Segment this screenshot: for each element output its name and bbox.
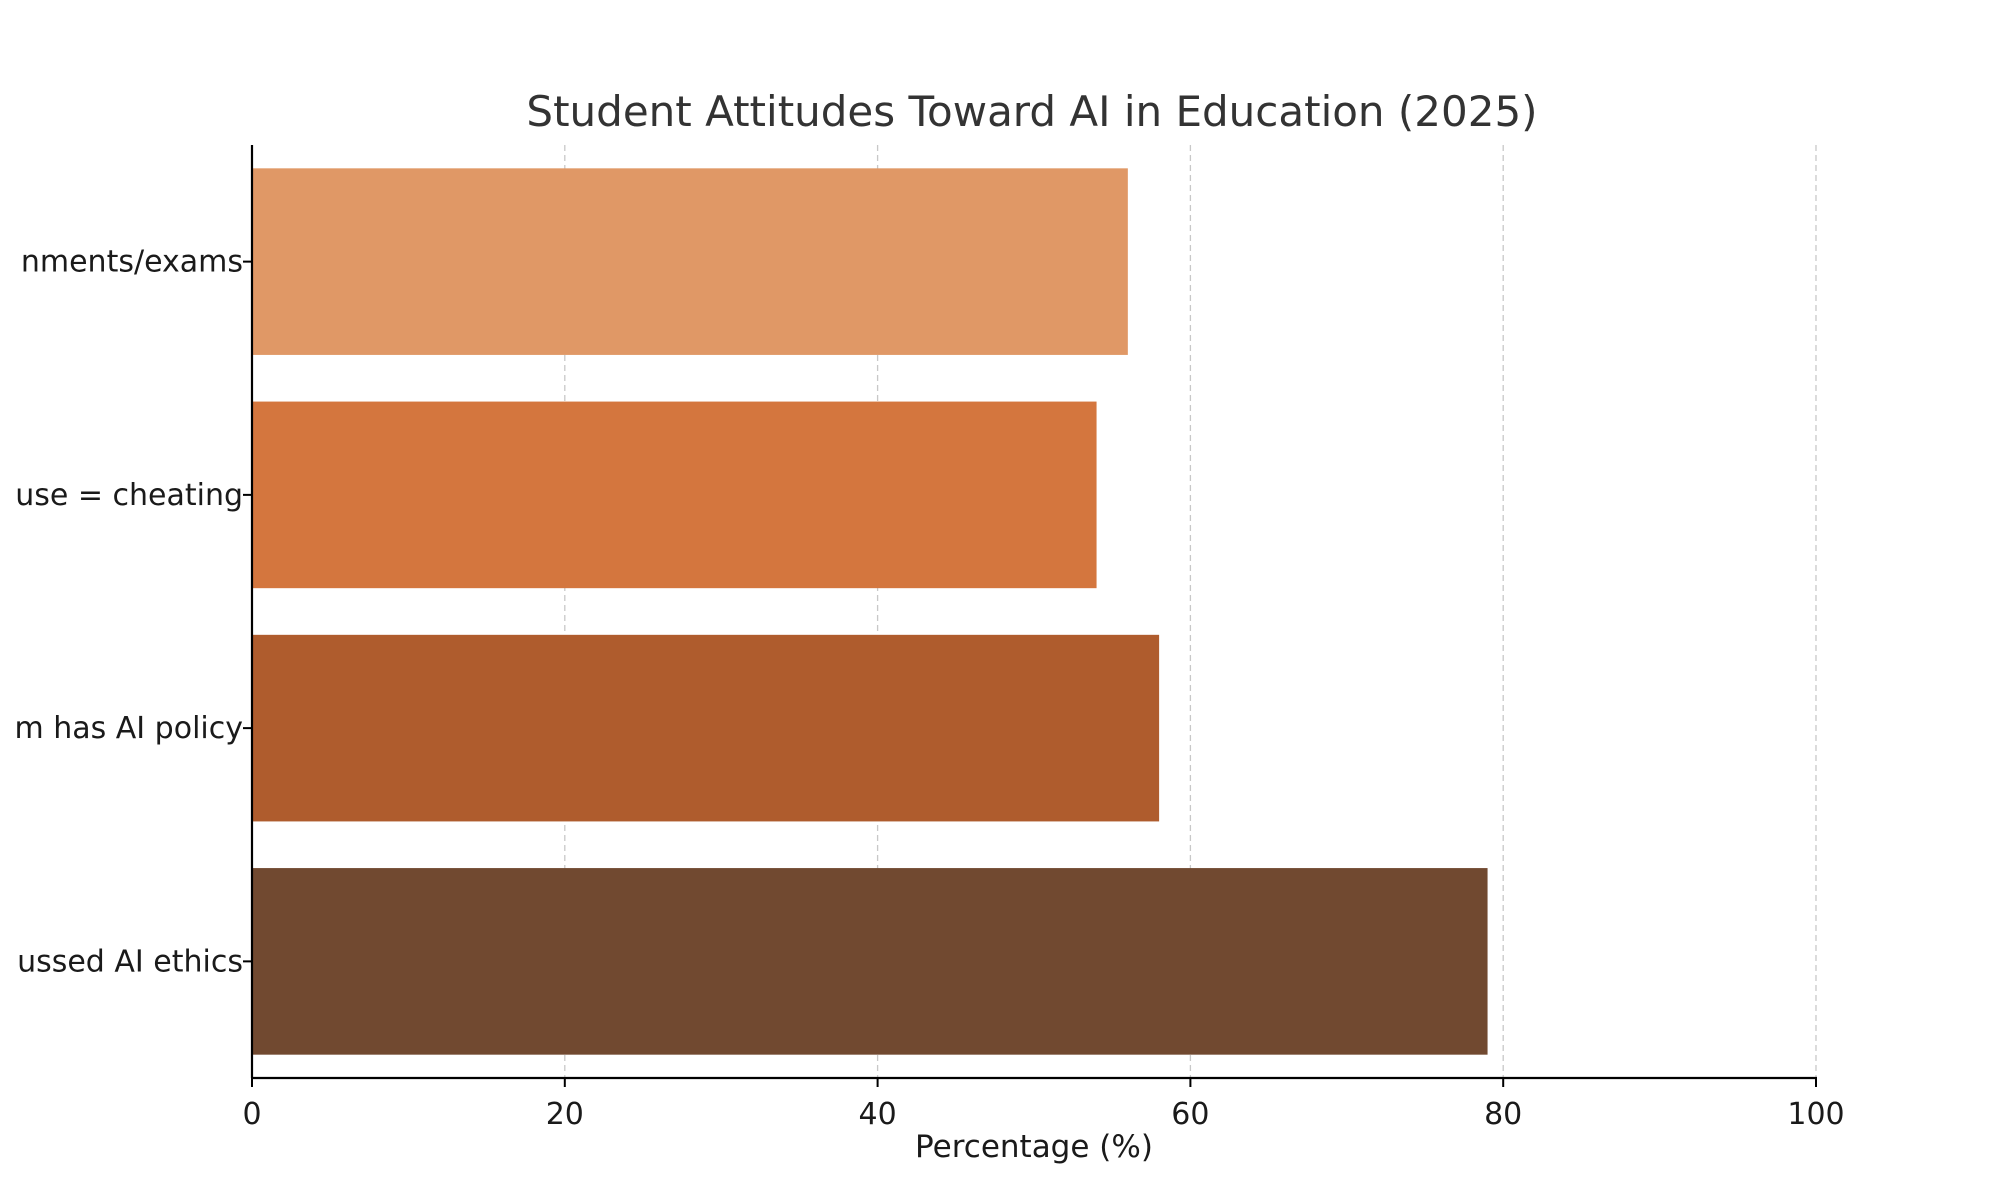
y-axis-categories: nments/exams use = cheating m has AI polic… xyxy=(14,245,252,979)
x-tick-label: 60 xyxy=(1171,1097,1209,1132)
x-axis-title: Percentage (%) xyxy=(915,1129,1153,1165)
bar xyxy=(252,634,1160,822)
bar xyxy=(252,401,1097,589)
x-tick-label: 0 xyxy=(242,1097,261,1132)
x-tick-label: 80 xyxy=(1484,1097,1522,1132)
bars xyxy=(252,168,1488,1055)
x-tick-label: 100 xyxy=(1787,1097,1844,1132)
x-tick-label: 20 xyxy=(546,1097,584,1132)
chart-title: Student Attitudes Toward AI in Education… xyxy=(526,87,1537,136)
bar xyxy=(252,868,1488,1055)
bar xyxy=(252,168,1128,355)
y-category-label: use = cheating xyxy=(15,478,243,513)
x-axis-ticks: 0 20 40 60 80 100 xyxy=(242,1078,1845,1132)
y-category-label: ussed AI ethics xyxy=(17,944,243,979)
axes xyxy=(250,145,1817,1080)
y-category-label: m has AI policy xyxy=(14,711,243,746)
y-category-label: nments/exams xyxy=(21,245,243,280)
x-tick-label: 40 xyxy=(859,1097,897,1132)
